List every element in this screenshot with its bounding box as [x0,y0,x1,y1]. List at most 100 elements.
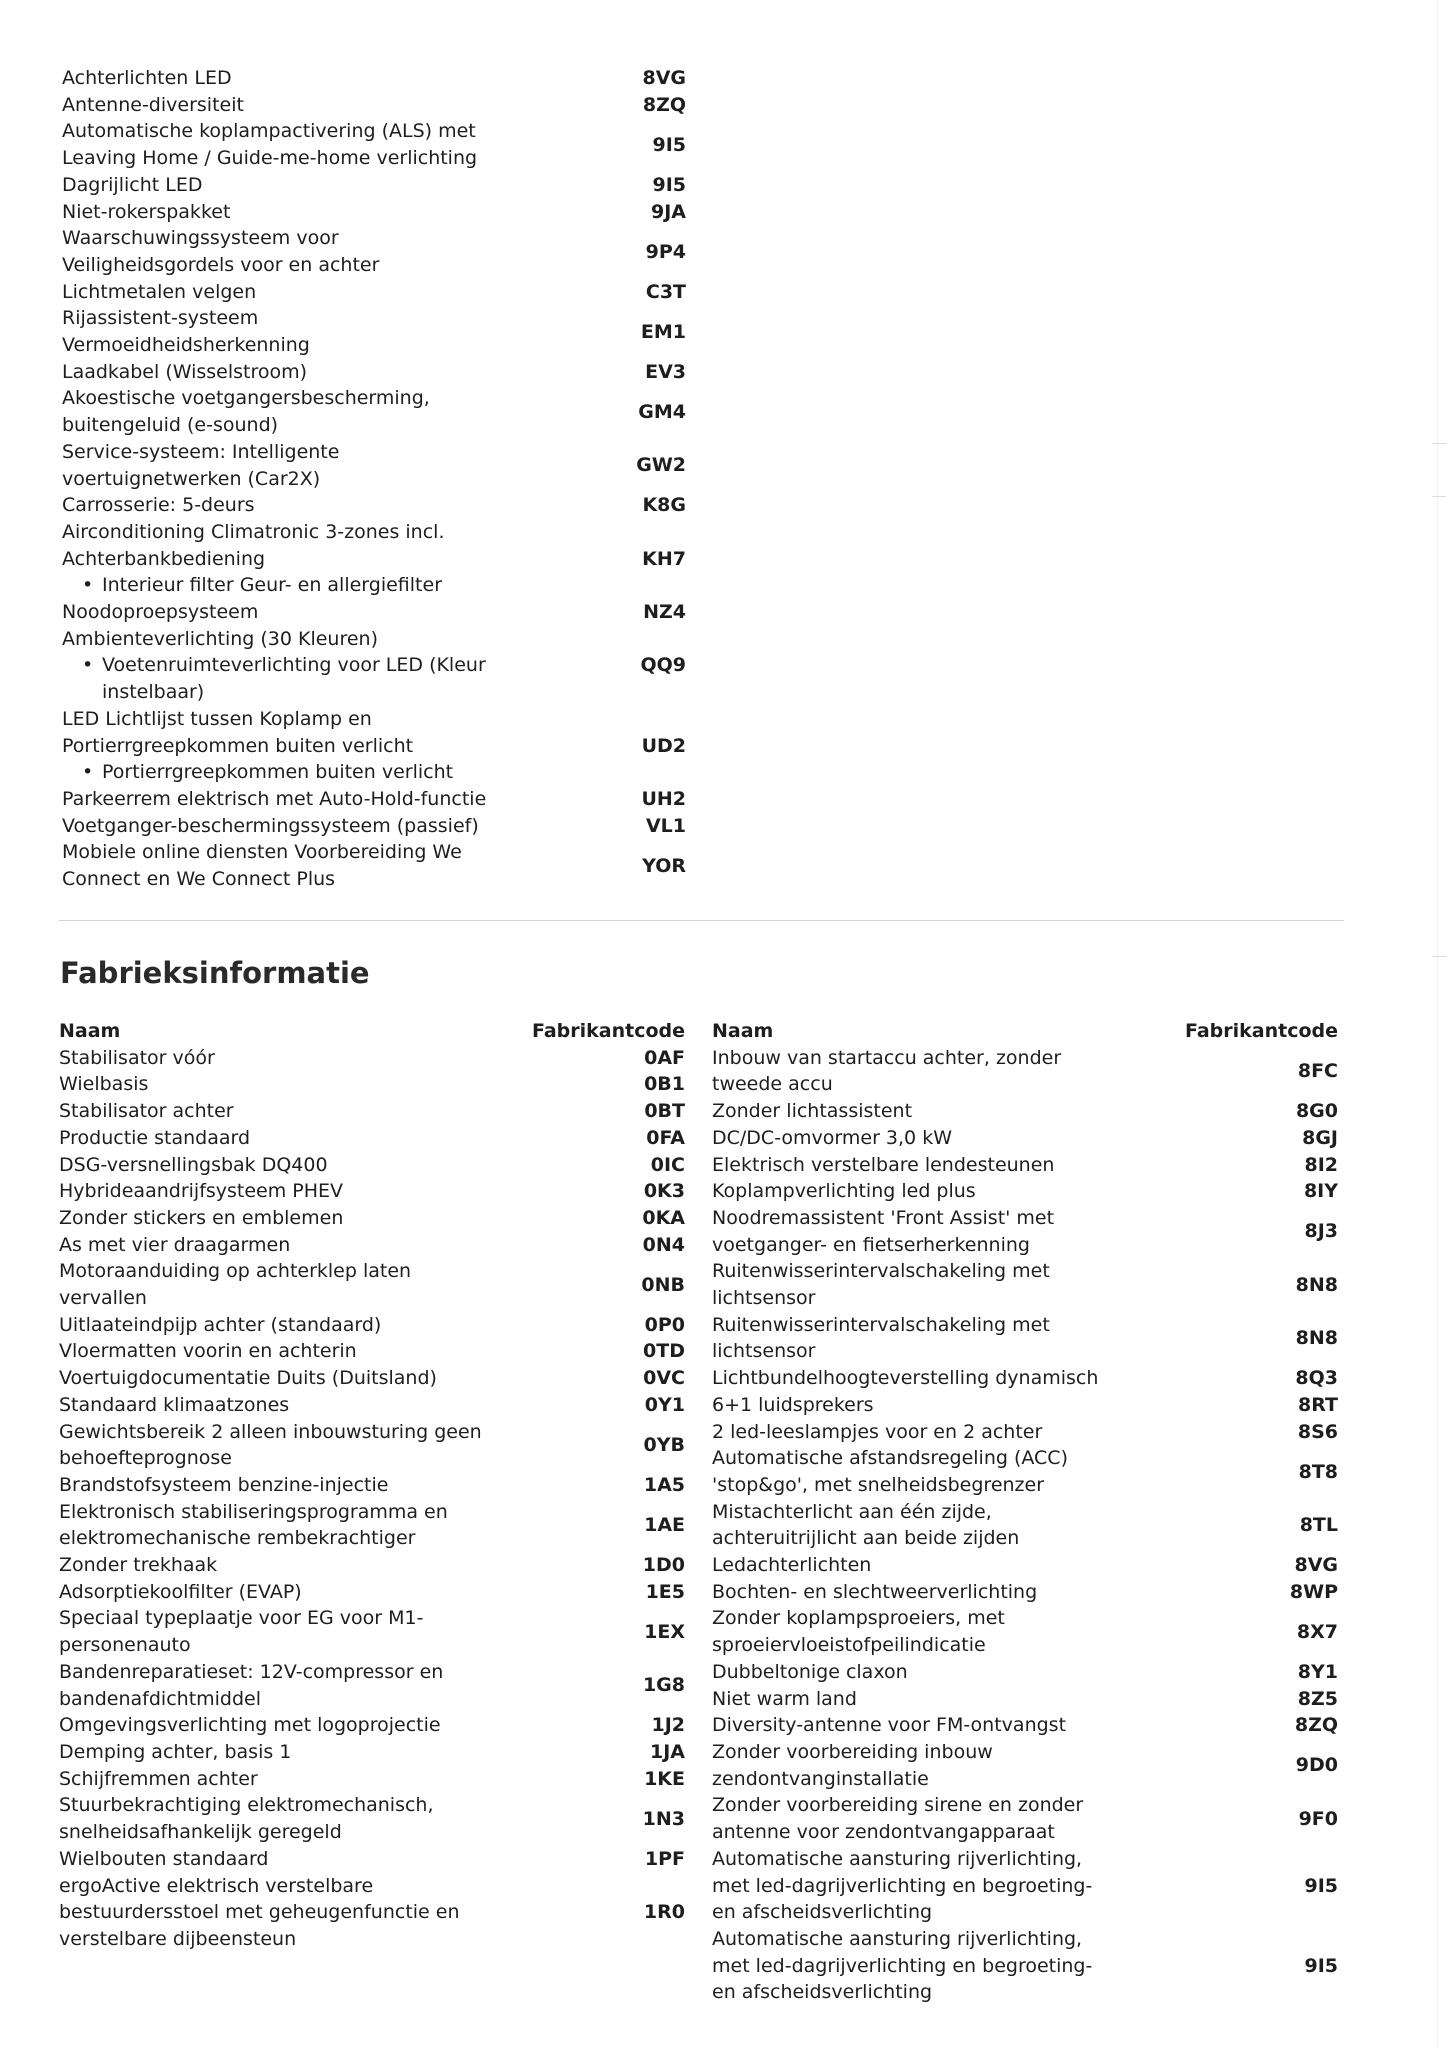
item-code: VL1 [645,814,686,837]
item-name-line: tweede accu [712,1073,833,1096]
item-name-line: Voertuigdocumentatie Duits (Duitsland) [59,1367,437,1390]
table-row: LED Lichtlijst tussen Koplamp en Portierr… [62,706,686,786]
table-row: Zonder koplampsproeiers, met sproeiervloe… [712,1605,1338,1658]
item-name: Zonder trekhaak [59,1552,643,1579]
item-code: 1G8 [642,1674,685,1697]
item-code: 0K3 [643,1180,685,1203]
item-name-line: As met vier draagarmen [59,1233,291,1256]
item-name-line: Wielbasis [59,1073,149,1096]
item-code: 8N8 [1295,1327,1338,1350]
item-name-line: en afscheidsverlichting [712,1901,933,1924]
item-name-line: vervallen [59,1287,147,1310]
item-name: As met vier draagarmen [59,1232,643,1259]
table-row: Dagrijlicht LED 9I5 [62,172,686,199]
item-name: Antenne-diversiteit [62,92,643,119]
item-name: Lichtmetalen velgen [62,279,646,306]
table-row: Automatische aansturing rijverlichting, m… [712,1926,1338,2006]
table-row: Lichtbundelhoogteverstelling dynamisch 8Q… [712,1365,1338,1392]
table-row: Standaard klimaatzones 0Y1 [59,1392,685,1419]
item-name: Airconditioning Climatronic 3-zones incl… [62,519,642,599]
item-name: DSG-versnellingsbak DQ400 [59,1152,651,1179]
item-name: Brandstofsysteem benzine-injectie [59,1472,644,1499]
table-row: Mistachterlicht aan één zijde, achteruitr… [712,1499,1338,1552]
item-code: 1E5 [645,1580,685,1603]
item-code: 8Q3 [1295,1367,1338,1390]
table-row: Zonder voorbereiding sirene en zonder ant… [712,1792,1338,1845]
item-code: 8RT [1298,1393,1338,1416]
item-name-line: Carrosserie: 5-deurs [62,494,255,517]
item-code: 0IC [650,1153,685,1176]
item-name-line: Zonder voorbereiding inbouw [712,1740,993,1763]
item-code: 8VG [642,67,686,89]
table-row: Wielbouten standaard 1PF [59,1846,685,1873]
item-code: 0N4 [642,1233,685,1256]
item-name-line: Veiligheidsgordels voor en achter [62,253,380,276]
item-name-line: Hybrideaandrijfsysteem PHEV [59,1180,344,1203]
item-name: Waarschuwingssysteem voor Veiligheidsgord… [62,225,646,278]
item-name-line: behoefteprognose [59,1447,232,1470]
table-row: Brandstofsysteem benzine-injectie 1A5 [59,1472,685,1499]
table-row: Achterlichten LED 8VG [62,65,686,92]
table-row: Automatische afstandsregeling (ACC) 'stop… [712,1445,1338,1498]
item-code: 8ZQ [642,93,686,116]
item-code: 8T8 [1298,1460,1338,1483]
item-name-line: Akoestische voetgangersbescherming, [62,387,430,410]
item-name: Gewichtsbereik 2 alleen inbouwsturing ge… [59,1419,644,1472]
item-code: 0VC [643,1367,685,1390]
item-name: Ledachterlichten [712,1552,1294,1579]
factory-table-left: Naam Fabrikantcode Stabilisator vóór 0AF W… [59,1018,685,1953]
item-name-line: Wielbouten standaard [59,1847,269,1870]
item-name-line: Niet-rokerspakket [62,200,231,223]
item-name-line: Waarschuwingssysteem voor [62,227,339,250]
item-code: YOR [642,854,686,877]
item-name-line: Rijassistent-systeem [62,307,259,330]
item-code: 0Y1 [644,1393,685,1416]
item-name-line: Automatische afstandsregeling (ACC) [712,1447,1068,1470]
item-name: Zonder voorbereiding sirene en zonder ant… [712,1792,1299,1845]
item-name: Lichtbundelhoogteverstelling dynamisch [712,1365,1295,1392]
item-name: Stabilisator achter [59,1098,644,1125]
item-code: UH2 [641,787,686,810]
table-row: Stuurbekrachtiging elektromechanisch, sne… [59,1792,685,1845]
item-code: 0KA [642,1206,685,1229]
table-row: Bandenreparatieset: 12V-compressor en ban… [59,1659,685,1712]
table-row: Speciaal typeplaatje voor EG voor M1- per… [59,1605,685,1658]
table-row: Lichtmetalen velgen C3T [62,279,686,306]
item-name: Service-systeem: Intelligente voertuignet… [62,439,636,492]
item-name: Koplampverlichting led plus [712,1178,1304,1205]
bullet-item: Portierrgreepkommen buiten verlicht [62,759,642,786]
bullet-item: Voetenruimteverlichting voor LED (Kleur [62,652,640,679]
item-name-line: ergoActive elektrisch verstelbare [59,1874,374,1897]
item-name: Carrosserie: 5-deurs [62,492,642,519]
item-code: 8IY [1303,1180,1338,1203]
item-name: Adsorptiekoolfilter (EVAP) [59,1579,646,1606]
item-name-line: antenne voor zendontvangapparaat [712,1821,1055,1844]
item-name-line: Noodoproepsysteem [62,601,259,624]
table-row: Vloermatten voorin en achterin 0TD [59,1338,685,1365]
table-row: Niet-rokerspakket 9JA [62,199,686,226]
table-row: Mobiele online diensten Voorbereiding We… [62,839,686,892]
table-row: Dubbeltonige claxon 8Y1 [712,1659,1338,1686]
item-name: Wielbasis [59,1071,644,1098]
item-name: Stuurbekrachtiging elektromechanisch, sne… [59,1792,643,1845]
item-code: 9P4 [645,240,686,263]
item-name-line: Airconditioning Climatronic 3-zones incl… [62,520,445,543]
options-list: Achterlichten LED 8VG Antenne-diversiteit 8… [62,65,686,893]
item-code: 8FC [1297,1060,1338,1083]
item-name: Hybrideaandrijfsysteem PHEV [59,1178,644,1205]
item-code: 8I2 [1304,1153,1338,1176]
table-row: Demping achter, basis 1 1JA [59,1739,685,1766]
item-name: Inbouw van startaccu achter, zonder tweed… [712,1045,1298,1098]
item-name: Laadkabel (Wisselstroom) [62,359,645,386]
item-code: QQ9 [640,654,686,677]
item-name-line: Zonder stickers en emblemen [59,1206,344,1229]
item-name: Ambienteverlichting (30 Kleuren)Voetenru… [62,626,640,706]
item-name-line: Automatische aansturing rijverlichting, [712,1927,1083,1950]
item-name: Rijassistent-systeem Vermoeidheidsherkenn… [62,305,641,358]
item-name: Vloermatten voorin en achterin [59,1338,643,1365]
item-name-line: DC/DC-omvormer 3,0 kW [712,1126,952,1149]
item-name-line: Demping achter, basis 1 [59,1740,292,1763]
item-name-line: Koplampverlichting led plus [712,1180,976,1203]
item-name-line: Lichtmetalen velgen [62,280,257,303]
item-code: 8WP [1289,1580,1338,1603]
